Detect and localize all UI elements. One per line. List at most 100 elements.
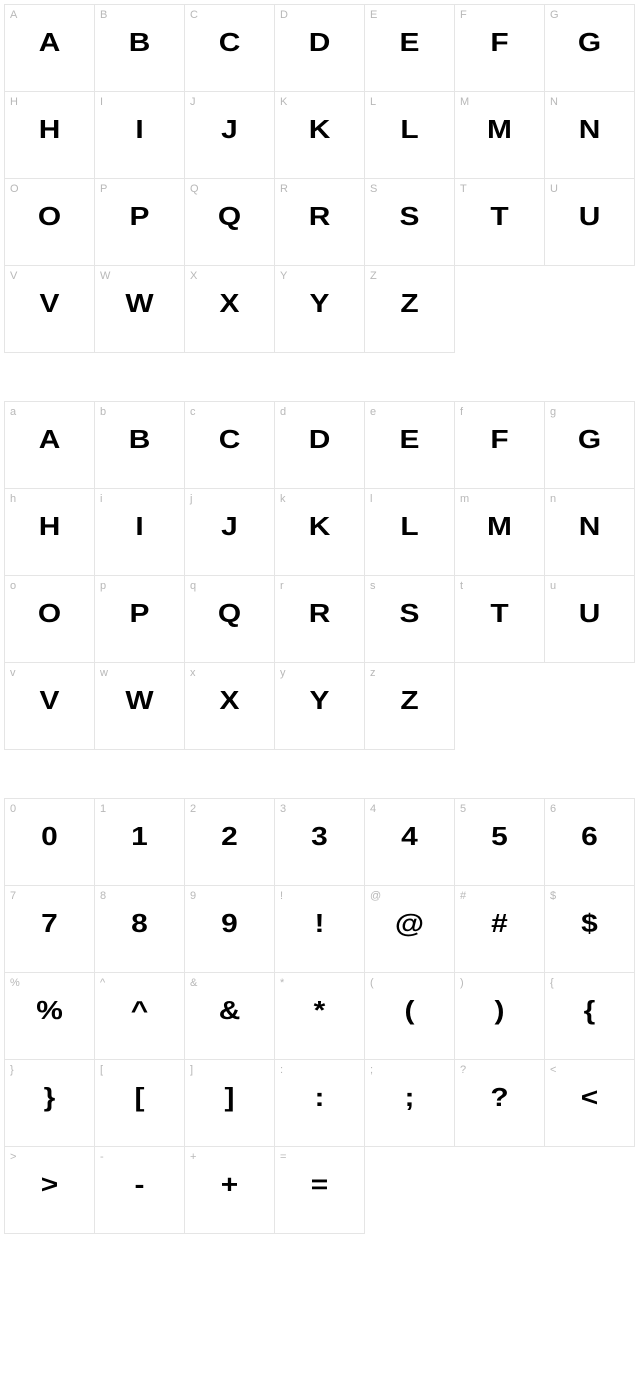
glyph-cell[interactable]: }}	[5, 1060, 95, 1147]
glyph-cell[interactable]: CC	[185, 5, 275, 92]
glyph-label: =	[280, 1151, 286, 1163]
glyph-cell[interactable]: &&	[185, 973, 275, 1060]
glyph-cell[interactable]: mM	[455, 489, 545, 576]
glyph-cell[interactable]: VV	[5, 266, 95, 353]
glyph-label: T	[460, 183, 467, 195]
glyph-cell[interactable]: 88	[95, 886, 185, 973]
glyph-cell[interactable]: iI	[95, 489, 185, 576]
glyph-cell[interactable]: EE	[365, 5, 455, 92]
glyph-cell[interactable]: BB	[95, 5, 185, 92]
glyph-cell[interactable]: qQ	[185, 576, 275, 663]
glyph-label: Z	[370, 270, 377, 282]
glyph-cell[interactable]: ZZ	[365, 266, 455, 353]
glyph-cell[interactable]: ##	[455, 886, 545, 973]
glyph-cell[interactable]: sS	[365, 576, 455, 663]
glyph-cell[interactable]: ^^	[95, 973, 185, 1060]
glyph-cell[interactable]: @@	[365, 886, 455, 973]
glyph-cell[interactable]: vV	[5, 663, 95, 750]
glyph-cell[interactable]: cC	[185, 402, 275, 489]
glyph-cell[interactable]: ==	[275, 1147, 365, 1234]
glyph-cell[interactable]: --	[95, 1147, 185, 1234]
glyph-label: !	[280, 890, 283, 902]
glyph-cell[interactable]: yY	[275, 663, 365, 750]
glyph-cell[interactable]: %%	[5, 973, 95, 1060]
glyph-cell[interactable]: [[	[95, 1060, 185, 1147]
glyph-cell[interactable]: bB	[95, 402, 185, 489]
glyph-cell[interactable]: GG	[545, 5, 635, 92]
glyph-cell[interactable]: 00	[5, 799, 95, 886]
glyph-cell[interactable]: jJ	[185, 489, 275, 576]
glyph-cell[interactable]: ))	[455, 973, 545, 1060]
glyph-cell[interactable]: xX	[185, 663, 275, 750]
glyph-cell[interactable]: YY	[275, 266, 365, 353]
glyph-cell[interactable]: OO	[5, 179, 95, 266]
glyph-cell[interactable]: DD	[275, 5, 365, 92]
glyph-cell[interactable]: RR	[275, 179, 365, 266]
glyph-sample: 4	[358, 821, 460, 852]
glyph-cell[interactable]: 11	[95, 799, 185, 886]
glyph-cell[interactable]: fF	[455, 402, 545, 489]
glyph-sample: D	[268, 424, 370, 455]
glyph-cell[interactable]: ;;	[365, 1060, 455, 1147]
character-map: AABBCCDDEEFFGGHHIIJJKKLLMMNNOOPPQQRRSSTT…	[4, 4, 636, 1234]
glyph-cell[interactable]: !!	[275, 886, 365, 973]
glyph-sample: :	[268, 1082, 370, 1113]
glyph-cell[interactable]: tT	[455, 576, 545, 663]
glyph-sample: ?	[448, 1082, 550, 1113]
glyph-cell[interactable]: LL	[365, 92, 455, 179]
glyph-cell[interactable]: SS	[365, 179, 455, 266]
glyph-label: ^	[100, 977, 105, 989]
glyph-cell[interactable]: uU	[545, 576, 635, 663]
glyph-cell[interactable]: KK	[275, 92, 365, 179]
glyph-cell[interactable]: TT	[455, 179, 545, 266]
glyph-sample: Z	[358, 685, 460, 716]
glyph-cell[interactable]: kK	[275, 489, 365, 576]
glyph-cell[interactable]: **	[275, 973, 365, 1060]
glyph-cell[interactable]: oO	[5, 576, 95, 663]
glyph-cell[interactable]: UU	[545, 179, 635, 266]
glyph-sample: !	[268, 908, 370, 939]
glyph-cell-empty	[545, 1147, 635, 1234]
glyph-cell[interactable]: 22	[185, 799, 275, 886]
glyph-cell[interactable]: {{	[545, 973, 635, 1060]
glyph-cell[interactable]: nN	[545, 489, 635, 576]
glyph-cell[interactable]: ((	[365, 973, 455, 1060]
glyph-cell[interactable]: AA	[5, 5, 95, 92]
glyph-cell[interactable]: hH	[5, 489, 95, 576]
glyph-cell[interactable]: 33	[275, 799, 365, 886]
glyph-cell[interactable]: <<	[545, 1060, 635, 1147]
glyph-cell[interactable]: zZ	[365, 663, 455, 750]
glyph-cell[interactable]: FF	[455, 5, 545, 92]
glyph-cell[interactable]: 99	[185, 886, 275, 973]
glyph-cell[interactable]: PP	[95, 179, 185, 266]
glyph-cell[interactable]: lL	[365, 489, 455, 576]
glyph-label: w	[100, 667, 108, 679]
glyph-cell[interactable]: wW	[95, 663, 185, 750]
glyph-cell[interactable]: pP	[95, 576, 185, 663]
glyph-cell[interactable]: aA	[5, 402, 95, 489]
glyph-cell[interactable]: 77	[5, 886, 95, 973]
glyph-cell[interactable]: ]]	[185, 1060, 275, 1147]
glyph-cell[interactable]: ::	[275, 1060, 365, 1147]
glyph-cell[interactable]: JJ	[185, 92, 275, 179]
glyph-cell[interactable]: 66	[545, 799, 635, 886]
glyph-cell[interactable]: 44	[365, 799, 455, 886]
glyph-cell[interactable]: MM	[455, 92, 545, 179]
glyph-cell[interactable]: gG	[545, 402, 635, 489]
glyph-cell[interactable]: rR	[275, 576, 365, 663]
glyph-cell[interactable]: ??	[455, 1060, 545, 1147]
glyph-cell[interactable]: ++	[185, 1147, 275, 1234]
glyph-label: c	[190, 406, 196, 418]
glyph-cell[interactable]: eE	[365, 402, 455, 489]
glyph-cell[interactable]: WW	[95, 266, 185, 353]
glyph-cell[interactable]: dD	[275, 402, 365, 489]
glyph-cell[interactable]: II	[95, 92, 185, 179]
glyph-cell[interactable]: >>	[5, 1147, 95, 1234]
glyph-cell[interactable]: HH	[5, 92, 95, 179]
glyph-cell[interactable]: QQ	[185, 179, 275, 266]
glyph-cell[interactable]: $$	[545, 886, 635, 973]
glyph-cell[interactable]: 55	[455, 799, 545, 886]
glyph-sample: 1	[88, 821, 190, 852]
glyph-cell[interactable]: NN	[545, 92, 635, 179]
glyph-cell[interactable]: XX	[185, 266, 275, 353]
